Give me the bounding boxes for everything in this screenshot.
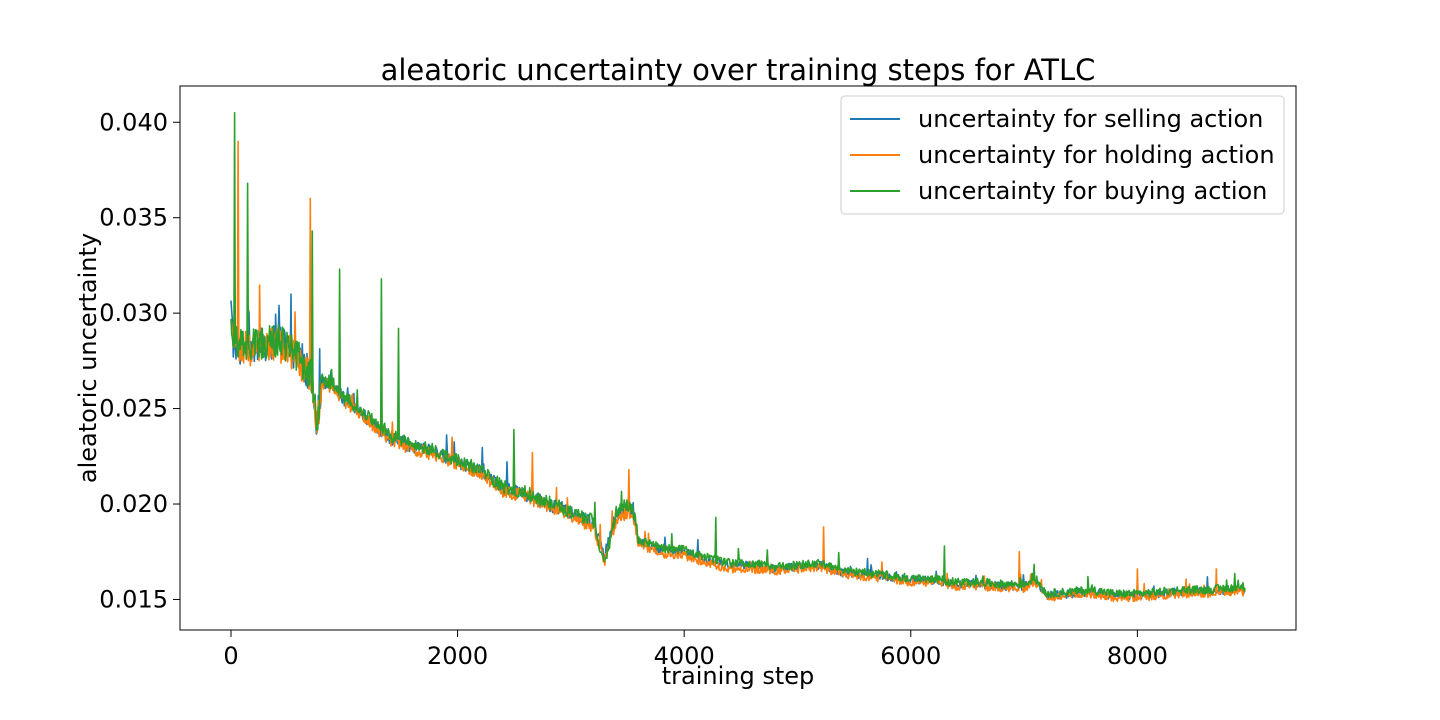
- y-tick-label: 0.035: [99, 204, 168, 232]
- series-line-2: [230, 140, 1246, 603]
- y-tick-label: 0.025: [99, 395, 168, 423]
- y-tick-label: 0.015: [99, 585, 168, 613]
- legend-label: uncertainty for buying action: [918, 177, 1267, 205]
- x-tick-label: 0: [223, 642, 238, 670]
- x-tick-label: 8000: [1107, 642, 1168, 670]
- x-tick-label: 6000: [880, 642, 941, 670]
- x-tick-label: 2000: [427, 642, 488, 670]
- series-layer: [230, 111, 1246, 603]
- y-tick-label: 0.040: [99, 108, 168, 136]
- y-axis: 0.015 0.020 0.025 0.030 0.035 0.040: [99, 108, 180, 613]
- x-axis-label: training step: [662, 662, 815, 690]
- x-tick-label: 4000: [654, 642, 715, 670]
- y-axis-label: aleatoric uncertainty: [74, 233, 102, 483]
- chart-title: aleatoric uncertainty over training step…: [381, 53, 1096, 87]
- legend-box: [840, 95, 1285, 215]
- plot-frame: [179, 85, 1297, 631]
- y-tick-label: 0.030: [99, 299, 168, 327]
- legend-label: uncertainty for selling action: [918, 105, 1263, 133]
- y-tick-label: 0.020: [99, 490, 168, 518]
- legend-label: uncertainty for holding action: [918, 141, 1275, 169]
- legend: uncertainty for selling action uncertaint…: [840, 95, 1285, 215]
- x-axis: 0 2000 4000 6000 8000: [223, 630, 1168, 670]
- series-line-3: [230, 111, 1246, 599]
